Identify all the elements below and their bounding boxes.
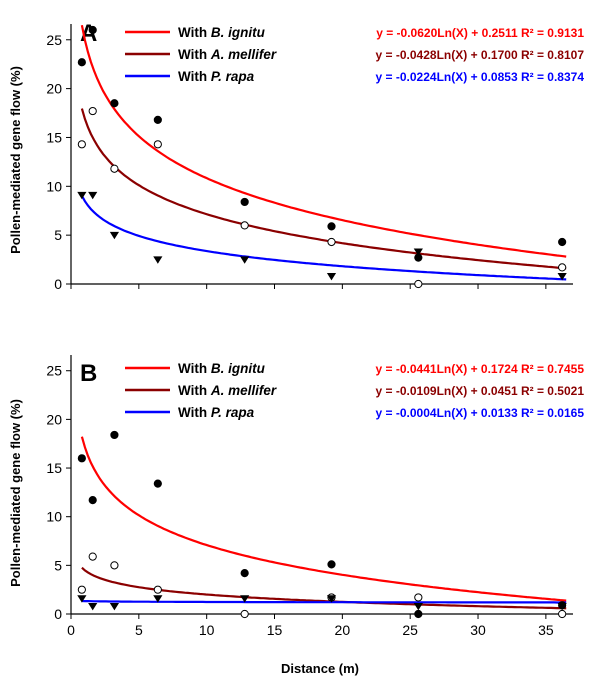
legend-label: With A. mellifer — [178, 47, 277, 62]
legend-label: With P. rapa — [178, 69, 255, 84]
data-point — [414, 593, 423, 602]
data-point — [88, 106, 97, 116]
legend-label: With P. rapa — [178, 405, 255, 420]
data-point — [327, 222, 336, 231]
y-tick-label: 20 — [46, 81, 62, 97]
x-tick-label: 20 — [335, 622, 351, 638]
legend-label: With A. mellifer — [178, 383, 277, 398]
data-point — [88, 602, 98, 611]
data-point — [558, 237, 567, 247]
data-point — [153, 115, 162, 124]
data-point — [153, 256, 163, 264]
y-tick-label: 20 — [46, 411, 62, 427]
fit-curve — [80, 108, 567, 270]
data-point — [413, 602, 423, 611]
y-tick-label: 15 — [46, 129, 62, 145]
y-tick-label: 10 — [46, 509, 62, 525]
y-tick-label: 0 — [54, 276, 62, 292]
panel-letter: B — [80, 360, 97, 387]
data-point — [110, 164, 119, 173]
data-point — [558, 609, 567, 619]
y-tick-label: 0 — [54, 606, 62, 622]
data-point — [558, 263, 567, 272]
data-point — [77, 595, 87, 603]
data-point — [414, 279, 423, 289]
data-point — [557, 272, 567, 281]
fit-curve — [80, 436, 567, 602]
data-point — [240, 569, 249, 578]
x-tick-label: 0 — [67, 622, 75, 638]
panel-b-chart: 0 5 10 15 20 25 0 5 10 15 20 25 30 35 B With B. ignitu y… — [46, 355, 584, 638]
data-point — [240, 256, 250, 264]
x-tick-label: 30 — [470, 622, 486, 638]
data-point — [110, 430, 119, 440]
x-tick-label: 15 — [267, 622, 283, 638]
data-point — [77, 191, 87, 200]
data-point — [77, 454, 86, 463]
trendline-equation: y = -0.0441Ln(X) + 0.1724 R² = 0.7455 — [376, 362, 585, 376]
data-point — [153, 479, 162, 488]
data-point — [557, 602, 567, 611]
data-point — [240, 609, 249, 619]
data-point — [77, 140, 86, 149]
y-tick-label: 15 — [46, 460, 62, 476]
data-point — [109, 231, 120, 240]
y-tick-label: 5 — [54, 557, 62, 573]
trendline-equation: y = -0.0004Ln(X) + 0.0133 R² = 0.0165 — [376, 406, 585, 420]
data-point — [327, 237, 336, 247]
y-tick-label: 25 — [46, 363, 62, 379]
trendline-equation: y = -0.0224Ln(X) + 0.0853 R² = 0.8374 — [376, 70, 585, 84]
data-point — [77, 58, 86, 67]
fit-curve — [81, 566, 567, 610]
fit-curve — [81, 599, 567, 604]
data-point — [240, 197, 249, 207]
data-point — [153, 585, 162, 594]
data-point — [109, 602, 120, 611]
data-point — [413, 248, 423, 256]
data-point — [77, 585, 86, 594]
x-tick-label: 10 — [199, 622, 215, 638]
data-point — [153, 595, 163, 603]
data-point — [88, 25, 97, 35]
data-point — [327, 560, 336, 569]
data-point — [153, 140, 162, 149]
legend-label: With B. ignitu — [178, 361, 266, 376]
data-point — [88, 552, 97, 561]
x-tick-label: 35 — [538, 622, 554, 638]
data-point — [326, 595, 337, 603]
data-point — [88, 496, 97, 505]
x-tick-label: 5 — [135, 622, 143, 638]
data-point — [240, 595, 250, 603]
y-axis-title-panel-b: Pollen-mediated gene flow (%) — [8, 399, 23, 587]
data-point — [110, 99, 119, 108]
trendline-equation: y = -0.0109Ln(X) + 0.0451 R² = 0.5021 — [376, 384, 585, 398]
y-tick-label: 10 — [46, 178, 62, 194]
data-point — [110, 561, 119, 570]
y-axis-title-panel-a: Pollen-mediated gene flow (%) — [8, 66, 23, 254]
fit-curve — [80, 24, 567, 258]
data-point — [240, 221, 249, 230]
trendline-equation: y = -0.0428Ln(X) + 0.1700 R² = 0.8107 — [376, 48, 585, 62]
x-axis-title: Distance (m) — [281, 661, 359, 676]
data-point — [88, 191, 98, 200]
fit-curve — [80, 195, 567, 281]
legend-label: With B. ignitu — [178, 25, 266, 40]
trendline-equation: y = -0.0620Ln(X) + 0.2511 R² = 0.9131 — [376, 26, 584, 40]
x-tick-label: 25 — [402, 622, 418, 638]
data-point — [414, 609, 423, 619]
data-point — [326, 272, 337, 281]
y-tick-label: 5 — [54, 227, 62, 243]
y-tick-label: 25 — [46, 32, 62, 48]
